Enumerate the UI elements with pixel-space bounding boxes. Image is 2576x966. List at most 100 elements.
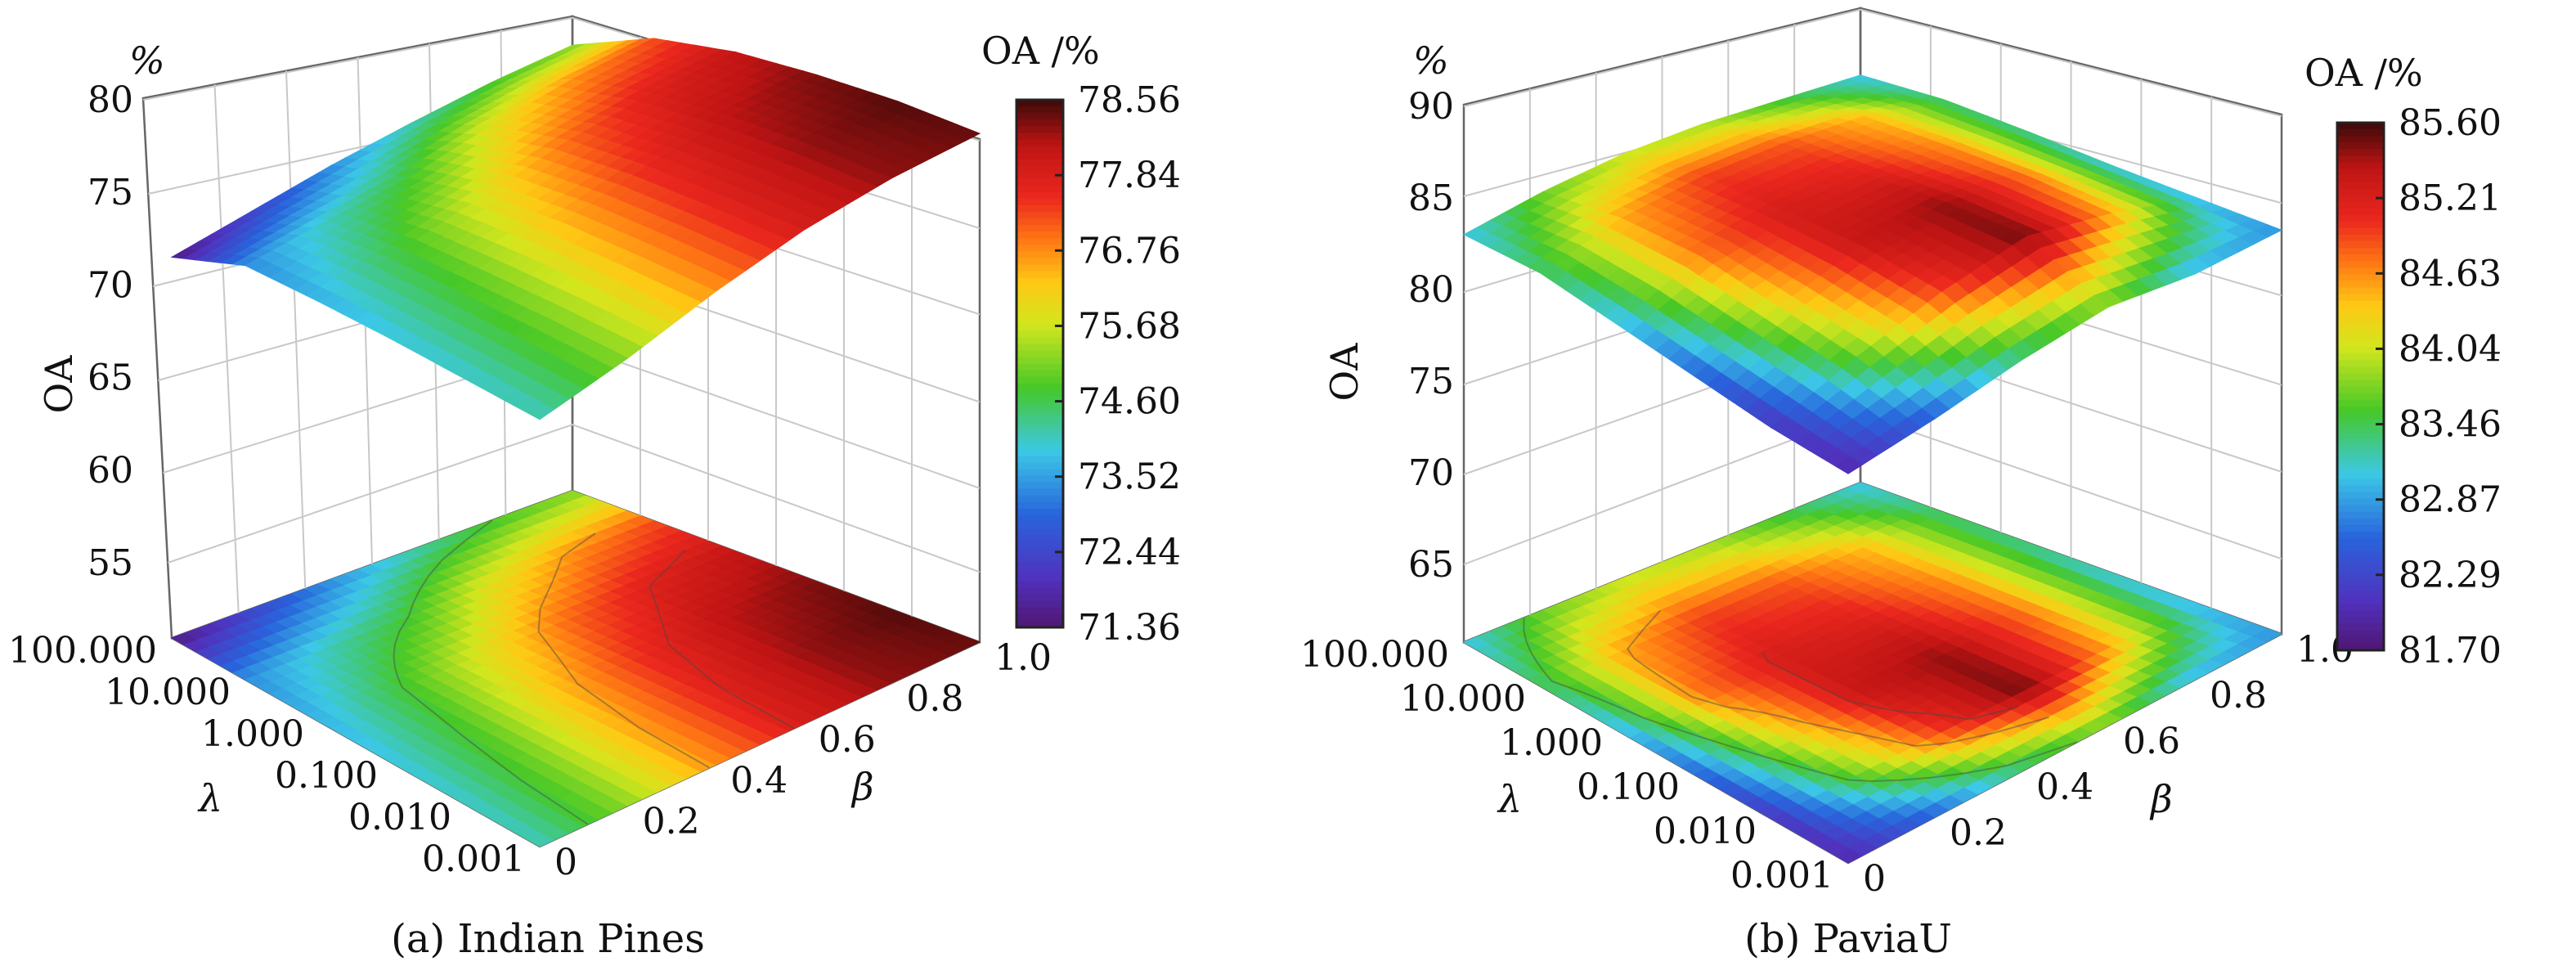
panel-b-zlabel: OA	[1322, 343, 1367, 402]
lambda-tick-label: 0.001	[1730, 855, 1833, 896]
beta-tick-label: 0	[1863, 858, 1886, 900]
z-tick-label: 65	[1408, 544, 1454, 586]
colorbar-segment	[1016, 383, 1063, 391]
beta-tick-label: 0.8	[906, 678, 963, 720]
colorbar-segment	[1016, 178, 1063, 186]
colorbar-segment	[2337, 465, 2384, 474]
colorbar-segment	[1016, 613, 1063, 622]
colorbar-segment	[2337, 221, 2384, 229]
colorbar-segment	[1016, 330, 1063, 339]
colorbar-segment	[2337, 149, 2384, 157]
colorbar-segment	[2337, 406, 2384, 414]
panel-a-floor-contour	[170, 490, 981, 847]
colorbar-segment	[1016, 113, 1063, 121]
colorbar-segment	[2337, 334, 2384, 342]
colorbar-segment	[2337, 182, 2384, 190]
colorbar-segment	[1016, 303, 1063, 312]
colorbar-segment	[1016, 245, 1063, 253]
colorbar-segment	[1016, 152, 1063, 160]
colorbar-segment	[2337, 188, 2384, 196]
panel-a-colorbar: 78.56 77.84 76.76 75.68 74.60 73.52 72.44 71.36	[1015, 79, 1181, 649]
colorbar-segment	[1016, 469, 1063, 477]
colorbar-segment	[2337, 623, 2384, 631]
colorbar-segment	[1016, 258, 1063, 266]
colorbar-segment	[1016, 535, 1063, 543]
colorbar-segment	[2337, 584, 2384, 592]
panel-a-colorbar-title: OA /%	[981, 29, 1100, 73]
lambda-tick-label: 100.000	[8, 630, 157, 672]
colorbar-segment	[1016, 277, 1063, 285]
floor-cell	[950, 636, 981, 649]
colorbar-segment	[2337, 399, 2384, 407]
colorbar-segment	[2337, 564, 2384, 573]
colorbar-segment	[1016, 159, 1063, 167]
colorbar-segment	[2337, 142, 2384, 151]
colorbar-segment	[1016, 548, 1063, 556]
colorbar-segment	[1016, 389, 1063, 398]
z-tick-label: 65	[88, 357, 133, 399]
colorbar-segment	[1016, 475, 1063, 483]
colorbar-segment	[2337, 537, 2384, 546]
z-tick-label: 90	[1408, 86, 1454, 128]
z-tick-label: 75	[88, 172, 133, 213]
colorbar-tick-label: 83.46	[2399, 404, 2502, 446]
floor-contour-line	[1523, 618, 2077, 783]
colorbar-segment	[2337, 439, 2384, 447]
panel-a-beta-label: β	[850, 765, 874, 809]
panel-b-colorbar-title: OA /%	[2304, 51, 2423, 95]
floor-cell	[2251, 628, 2283, 642]
z-tick-label: 80	[88, 79, 133, 121]
colorbar-segment	[1016, 311, 1063, 319]
colorbar-segment	[1016, 225, 1063, 233]
colorbar-segment	[1016, 324, 1063, 332]
colorbar-segment	[2337, 353, 2384, 362]
colorbar-segment	[1016, 119, 1063, 128]
colorbar-segment	[2337, 195, 2384, 203]
colorbar-segment	[1016, 594, 1063, 602]
colorbar-tick-label: 84.63	[2399, 253, 2502, 294]
colorbar-segment	[1016, 449, 1063, 457]
colorbar-segment	[2337, 459, 2384, 467]
colorbar-segment	[1016, 423, 1063, 431]
colorbar-segment	[2337, 287, 2384, 295]
colorbar-segment	[2337, 412, 2384, 420]
colorbar-segment	[2337, 558, 2384, 566]
colorbar-segment	[2337, 524, 2384, 532]
panel-a-surface	[170, 38, 981, 420]
colorbar-segment	[2337, 373, 2384, 381]
surface-cell	[527, 402, 555, 420]
colorbar-segment	[2337, 201, 2384, 209]
colorbar-tick-label: 85.60	[2399, 102, 2502, 144]
colorbar-segment	[1016, 100, 1063, 108]
colorbar-segment	[1016, 607, 1063, 615]
colorbar-segment	[1016, 146, 1063, 154]
lambda-tick-label: 0.010	[348, 797, 451, 838]
panel-b-lambda-label: λ	[1497, 777, 1522, 821]
colorbar-segment	[1016, 376, 1063, 384]
colorbar-segment	[2337, 511, 2384, 519]
colorbar-segment	[1016, 429, 1063, 438]
lambda-tick-label: 10.000	[1400, 678, 1526, 720]
z-tick-label: 80	[1408, 269, 1454, 311]
lambda-tick-label: 1.000	[201, 713, 304, 755]
colorbar-segment	[2337, 228, 2384, 236]
colorbar-segment	[1016, 363, 1063, 371]
colorbar-frame	[1015, 98, 1065, 629]
colorbar-segment	[1016, 482, 1063, 490]
colorbar-segment	[1016, 462, 1063, 470]
colorbar-segment	[1016, 238, 1063, 246]
colorbar-segment	[2337, 248, 2384, 256]
colorbar-segment	[1016, 198, 1063, 206]
surface-cell	[1834, 456, 1864, 474]
colorbar-segment	[2337, 492, 2384, 500]
panel-b-surface	[1462, 74, 2283, 474]
colorbar-segment	[1016, 501, 1063, 510]
colorbar-segment	[2337, 340, 2384, 348]
colorbar-segment	[2337, 347, 2384, 355]
colorbar-segment	[1016, 514, 1063, 523]
panel-b-beta-label: β	[2149, 777, 2173, 821]
colorbar-segment	[1016, 297, 1063, 305]
colorbar-segment	[2337, 123, 2384, 131]
panel-a-zunit: %	[129, 38, 165, 83]
